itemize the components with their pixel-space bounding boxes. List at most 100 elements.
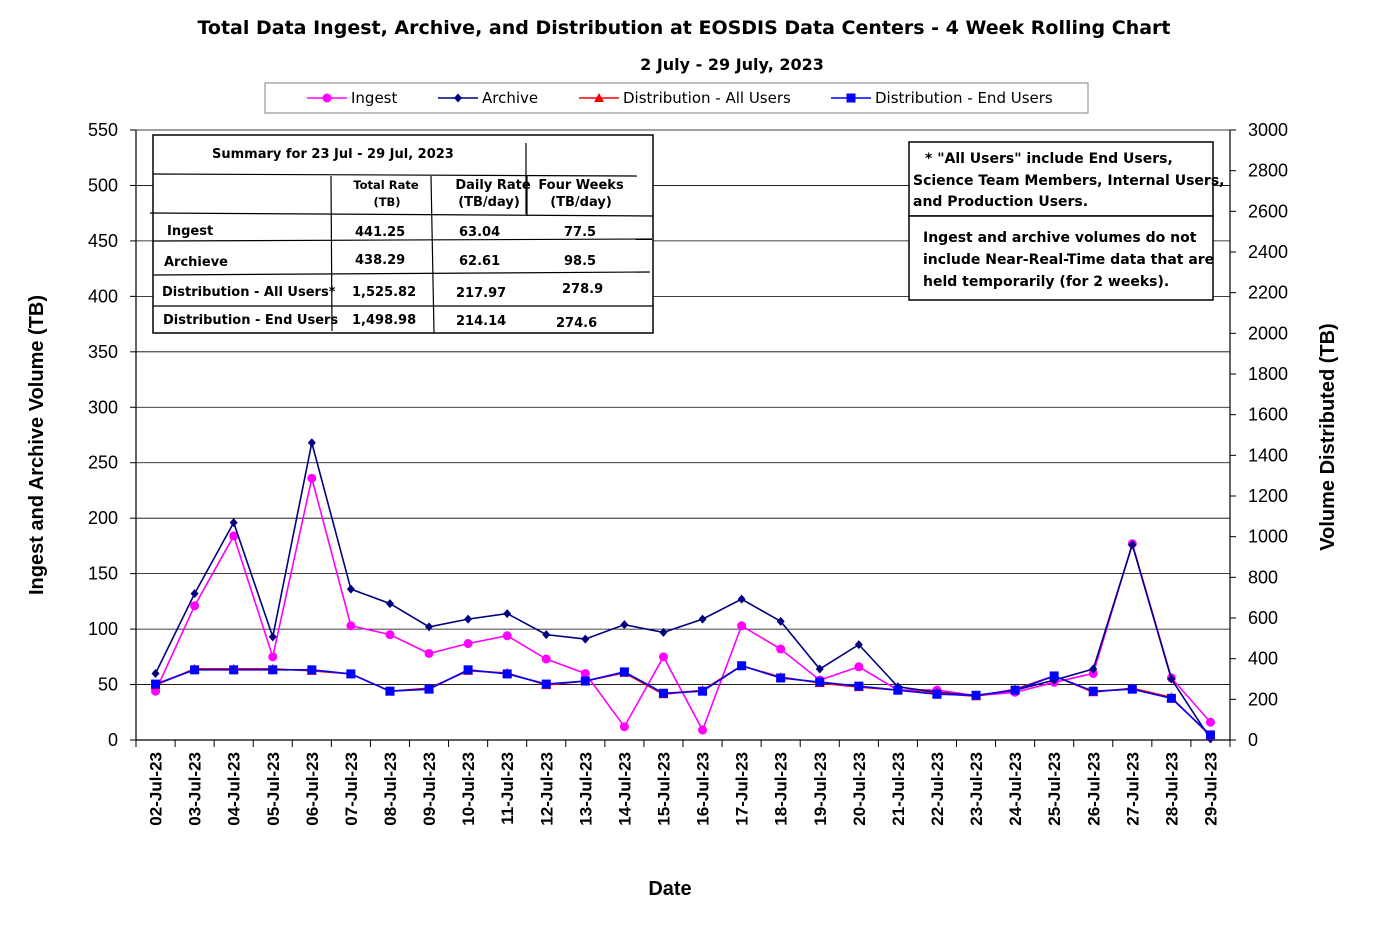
data-point [385,686,395,696]
x-axis-ticks: 02-Jul-23 03-Jul-23 04-Jul-23 05-Jul-23 06-J… [135,740,1231,826]
data-point [815,677,825,687]
data-point [580,668,590,678]
summary-row-daily: 63.04 [459,225,500,240]
y2-tick-label: 1400 [1248,445,1288,465]
summary-row-four: 77.5 [564,225,596,240]
data-point [932,689,942,699]
summary-row-total: 1,498.98 [352,313,416,328]
data-point [229,531,239,541]
data-point [776,644,786,654]
data-point [737,661,747,671]
y2-tick-label: 2400 [1248,242,1288,262]
x-tick-label: 08-Jul-23 [381,752,400,826]
x-tick-label: 14-Jul-23 [615,752,634,826]
chart-subtitle: 2 July - 29 July, 2023 [640,55,824,74]
legend-marker [846,93,856,103]
y2-axis-title: Volume Distributed (TB) [1317,323,1339,550]
y-tick-label: 300 [88,397,118,417]
data-point [307,665,317,675]
series [150,438,1216,744]
y-tick-label: 150 [88,564,118,584]
legend-label: Ingest [351,89,397,107]
data-point [151,668,160,678]
data-point [307,473,317,483]
y2-tick-label: 2800 [1248,161,1288,181]
summary-row-total: 1,525.82 [352,285,416,300]
x-tick-label: 11-Jul-23 [498,752,517,825]
y2-tick-label: 600 [1248,608,1278,628]
data-point [385,630,395,640]
data-point [619,667,629,677]
series-distribution-end-users [151,661,1215,740]
summary-row-daily: 214.14 [456,314,506,329]
y2-tick-label: 2200 [1248,283,1288,303]
legend-label: Distribution - End Users [875,89,1053,107]
x-tick-label: 27-Jul-23 [1123,752,1142,826]
data-point [776,673,786,683]
data-point [698,725,708,735]
summary-col-daily-unit: (TB/day) [458,195,520,210]
x-tick-label: 22-Jul-23 [928,752,947,826]
x-tick-label: 06-Jul-23 [303,752,322,826]
series-line [155,664,1212,736]
data-point [503,609,512,619]
x-tick-label: 09-Jul-23 [420,752,439,826]
data-point [463,639,473,649]
summary-row-label: Ingest [167,224,213,239]
summary-row-label: Archieve [164,255,228,270]
x-tick-label: 10-Jul-23 [459,752,478,826]
data-point [268,632,277,642]
x-tick-label: 16-Jul-23 [694,752,713,826]
data-point [1089,664,1098,674]
data-point [893,685,903,695]
data-point [502,631,512,641]
x-tick-label: 21-Jul-23 [889,752,908,826]
series-ingest [151,473,1215,735]
data-point [190,665,200,675]
data-point [425,622,434,632]
data-point [698,614,707,624]
summary-col-total-unit: (TB) [373,195,400,209]
y2-tick-label: 200 [1248,689,1278,709]
y-tick-label: 500 [88,175,118,195]
y-tick-label: 450 [88,231,118,251]
data-point [1088,686,1098,696]
data-point [464,614,473,624]
data-point [229,518,238,528]
y2-tick-label: 1600 [1248,405,1288,425]
note-box-all-users [908,141,1214,217]
data-point [268,665,278,675]
legend-marker [454,93,462,103]
x-tick-label: 17-Jul-23 [733,752,752,826]
x-tick-label: 03-Jul-23 [186,752,205,826]
summary-row-total: 438.29 [355,253,405,268]
data-point [776,616,785,626]
y2-tick-label: 400 [1248,649,1278,669]
data-point [502,669,512,679]
x-tick-label: 19-Jul-23 [811,752,830,826]
x-tick-label: 07-Jul-23 [342,752,361,826]
data-point [346,584,355,594]
legend-label: Archive [482,89,538,107]
note-nrt-line: Ingest and archive volumes do not [923,230,1197,246]
y2-tick-label: 3000 [1248,120,1288,140]
data-point [424,684,434,694]
data-point [541,654,551,664]
y2-tick-label: 2000 [1248,323,1288,343]
data-point [659,627,668,637]
data-point [854,662,864,672]
x-axis-title: Date [648,878,691,900]
y-tick-label: 350 [88,342,118,362]
x-tick-label: 25-Jul-23 [1045,752,1064,826]
data-point [971,690,981,700]
data-point [1167,674,1176,684]
note-all-users-line: * "All Users" include End Users, [925,151,1173,167]
legend-box [264,82,1089,114]
data-point [854,681,864,691]
data-point [1205,730,1215,740]
summary-row-label: Distribution - All Users* [162,285,336,300]
data-point [581,634,590,644]
summary-col-daily: Daily Rate [455,178,530,193]
summary-col-four-unit: (TB/day) [550,195,612,210]
